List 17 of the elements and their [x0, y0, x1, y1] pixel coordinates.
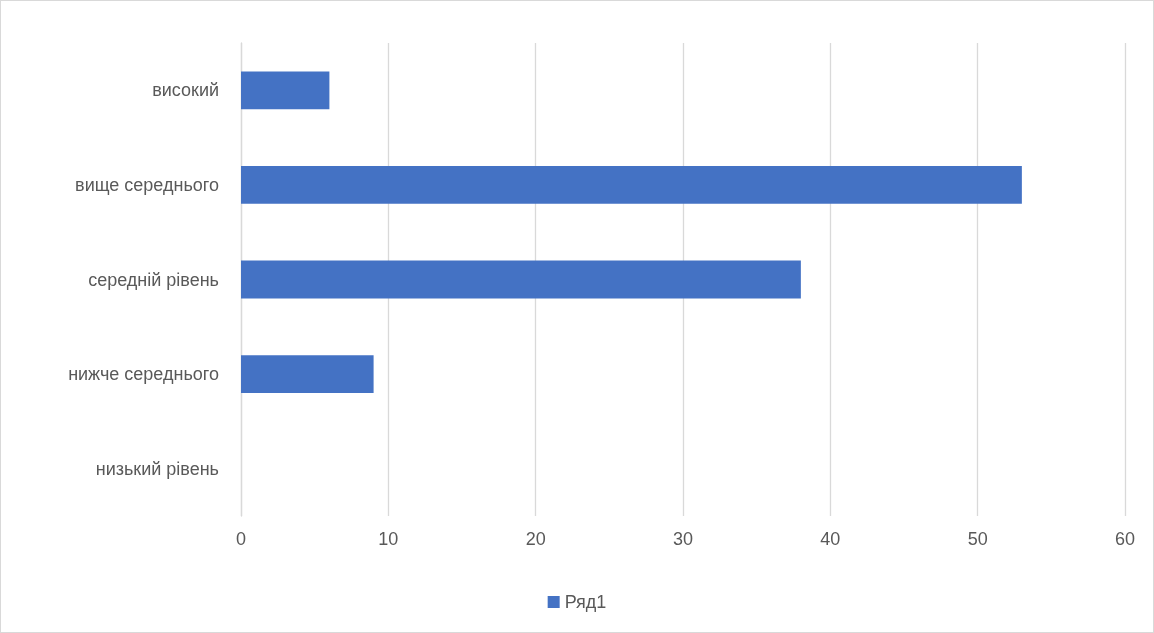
y-tick-label: високий	[152, 80, 219, 101]
x-tick-label: 50	[967, 529, 988, 549]
x-tick-label: 60	[1114, 529, 1136, 549]
x-tick-label: 40	[820, 529, 841, 549]
bar	[241, 71, 330, 110]
x-tick-label: 10	[378, 529, 399, 549]
bar	[241, 260, 801, 299]
x-tick-label: 30	[672, 529, 694, 549]
x-tick-label: 0	[235, 529, 247, 549]
y-tick-label: середній рівень	[88, 269, 219, 290]
y-tick-label: нижче середнього	[68, 364, 219, 385]
bar	[241, 165, 1022, 204]
bar	[241, 355, 374, 394]
y-tick-label: вище середнього	[75, 174, 219, 195]
x-tick-label: 20	[525, 529, 546, 549]
y-tick-label: низький рівень	[95, 458, 219, 479]
legend-label: Ряд1	[564, 592, 607, 612]
